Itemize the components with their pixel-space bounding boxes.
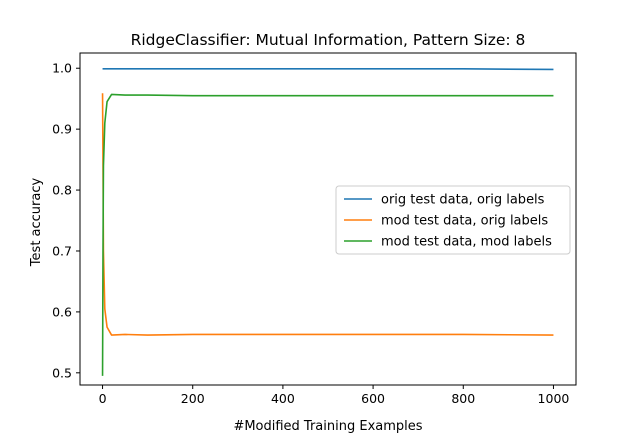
y-tick-label: 0.5 [52,365,72,380]
y-tick-label: 0.9 [52,122,72,137]
legend: orig test data, orig labels mod test data… [335,185,571,255]
y-axis-label: Test accuracy [29,178,44,268]
x-axis-label: #Modified Training Examples [233,419,422,434]
legend-label-1: orig test data, orig labels [381,193,545,208]
legend-box [335,185,571,255]
series-line-3 [101,93,554,376]
x-tick-label: 1000 [538,391,570,406]
series-line-1 [102,68,554,71]
series-lines [101,68,554,376]
legend-label-2: mod test data, orig labels [381,214,548,229]
axes-frame [79,52,577,386]
x-tick-label: 0 [99,391,107,406]
y-tick-label: 0.6 [52,304,72,319]
y-tick-label: 0.7 [52,243,72,258]
x-tick-label: 800 [451,391,475,406]
chart-title: RidgeClassifier: Mutual Information, Pat… [131,31,526,49]
legend-label-3: mod test data, mod labels [381,235,552,250]
y-tick-label: 1.0 [52,61,72,76]
axis-ticks: 0 200 400 600 800 1000 0.5 0.6 0.7 0.8 0.9 1.0 [52,61,569,406]
x-tick-label: 600 [361,391,385,406]
x-tick-label: 200 [181,391,205,406]
x-tick-label: 400 [271,391,295,406]
y-tick-label: 0.8 [52,183,72,198]
